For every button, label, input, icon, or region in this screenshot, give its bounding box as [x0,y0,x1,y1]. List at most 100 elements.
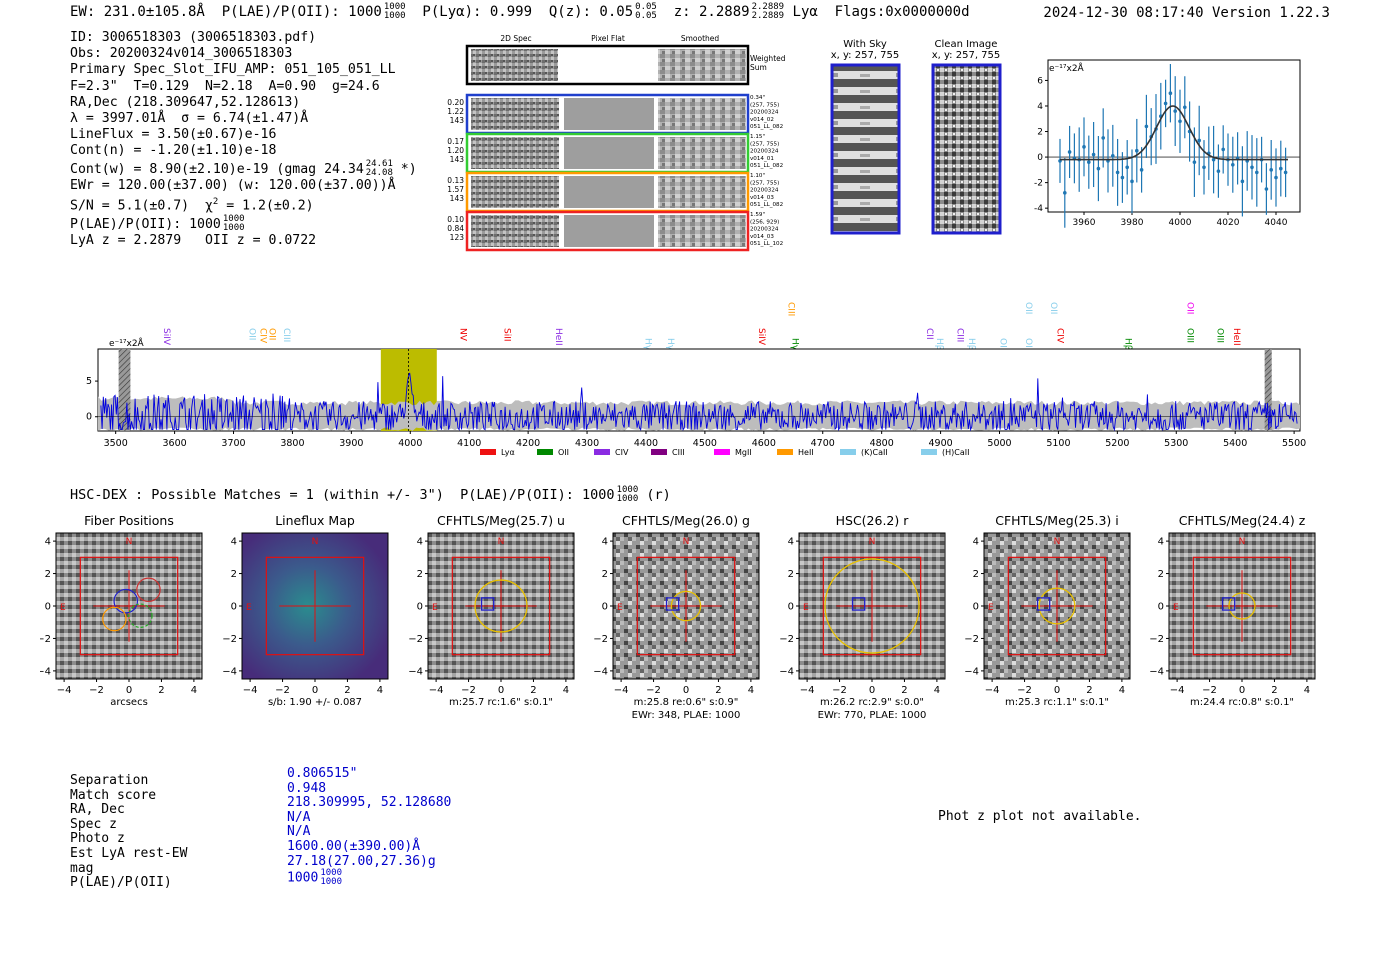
spectrum-xtick-label: 4900 [928,438,952,449]
emission-line-label: Hβ [934,338,944,351]
spectrum-xtick-label: 5200 [1105,438,1129,449]
hsc-xtick-label: 4 [191,685,197,696]
spectrum-xtick-label: 3900 [339,438,363,449]
hsc-xtick-label: −2 [1017,685,1032,696]
hsc-panel-5: CFHTLS/Meg(25.3) i N E −4 −4 −2 −2 0 0 2 2 4 4 m:25.3… [964,513,1131,708]
hsc-ytick-label: 4 [1158,537,1164,548]
emission-line-label: CIII [281,328,291,342]
north-label: N [312,537,319,547]
hsc-ytick-label: 4 [417,537,423,548]
match-value: 1000 1000 1000 [287,869,451,887]
cutout-right-value: 20200324 [750,188,779,194]
fit-xtick-label: 3960 [1073,218,1096,228]
fit-ytick-label: 0 [1037,153,1043,163]
spectrum-xtick-label: 3500 [104,438,128,449]
hsc-panel-2: CFHTLS/Meg(25.7) u N E −4 −4 −2 −2 0 0 2 2 4 4 m:25.7… [408,513,575,708]
spectrum-xtick-label: 4600 [752,438,776,449]
header-qz-frac: 0.05 0.05 [635,3,657,21]
fit-data-point [1221,147,1225,152]
hsc-xtick-label: −2 [646,685,661,696]
hsc-xtick-label: −4 [614,685,629,696]
legend-label: (K)CaII [861,448,888,457]
hsc-image-panels: Fiber Positions N E −4 −4 −2 −2 0 0 2 2 4 4 arcsecs Li… [40,513,1316,721]
line-fit-chart: e⁻¹⁷x2Å 3960 3980 4000 4020 4040 -4 -2 0 2 4 6 [1034,59,1301,228]
fit-error-bars [1058,64,1288,228]
cutout-pixel-flat [564,176,654,208]
info-plae-text: P(LAE)/P(OII): 1000 [70,216,221,232]
hsc-xtick-label: −2 [461,685,476,696]
hsc-xtick-label: 0 [498,685,504,696]
fit-data-point [1264,187,1269,191]
spectrum-ytick-label: 0 [86,412,92,423]
hsc-caption: s/b: 1.90 +/- 0.087 [268,697,362,708]
match-label: mag [70,860,94,876]
fit-data-point [1135,148,1139,153]
hsc-xtick-label: 2 [530,685,536,696]
fit-ytick-label: -4 [1034,204,1043,214]
fit-xtick-label: 4000 [1169,218,1192,228]
legend-swatch [840,449,856,455]
east-label: E [803,603,809,613]
emission-line-label: OII [246,328,256,340]
cutout-left-value: 1.20 [447,146,464,155]
east-label: E [60,603,66,613]
cutout-right-value: 20200324 [750,227,779,233]
east-label: E [617,603,623,613]
hsc-aperture-box [822,556,922,656]
header-date: 2024-12-30 08:17:40 [1043,5,1204,21]
info-contw-frac: 24.61 24.08 [365,158,393,178]
hsc-ytick-label: −2 [964,634,979,645]
emission-line-label: HeII [553,328,563,346]
fit-data-point [1240,179,1245,184]
hsc-aperture-box [1192,556,1292,656]
spectrum-axes: 3500 3600 3700 3800 3900 4000 4100 4200 4300 4400… [86,376,1306,449]
hsc-panel-title: Lineflux Map [275,513,355,528]
cutout-right-value: (257, 755) [750,102,779,108]
sky-clean-images: With Sky x, y: 257, 755 Clean Image x, y… [830,39,1002,235]
north-label: N [869,537,876,547]
emission-line-label: OIII [998,338,1008,353]
hsc-title-end: (r) [638,487,671,503]
fit-data-point [1202,165,1206,170]
emission-line-label: Hγ [665,338,675,351]
match-label: Match score [70,787,157,803]
with-sky-title: With Sky [843,39,887,50]
header-right: 2024-12-30 08:17:40 Version 1.22.3 [1043,5,1330,21]
weighted-smooth [658,49,746,81]
cutout-left-value: 1.22 [447,107,464,116]
hsc-ytick-label: 0 [602,602,608,613]
fit-data-point [1120,175,1125,180]
match-value: 0.806515" [287,766,451,782]
catalog-ring [1228,592,1256,620]
fit-plot-frame [1047,59,1301,213]
hsc-ytick-label: 0 [973,602,979,613]
cutout-right-value: 1.10" [750,173,765,179]
legend-swatch [594,449,610,455]
header-plae-frac: 1000 1000 [384,3,406,21]
col-smoothed: Smoothed [681,34,720,43]
fit-data-point [1125,165,1129,170]
hsc-panel-title: Fiber Positions [84,513,174,528]
spectrum-legend: Lyα OII CIV CIII MgII HeII (K)CaII (H)CaII [480,448,969,457]
hsc-xtick-label: −4 [243,685,258,696]
fit-ytick-label: -2 [1034,179,1043,189]
legend-swatch [777,449,793,455]
col-2d-spec: 2D Spec [500,34,531,43]
hsc-ytick-label: −2 [779,634,794,645]
legend-label: HeII [798,448,814,457]
hsc-ytick-label: −4 [779,666,794,677]
info-contw-hi: 24.61 [365,158,393,169]
hsc-ytick-label: 4 [973,537,979,548]
fit-data-point [1283,170,1288,175]
hsc-panel-title: CFHTLS/Meg(25.7) u [437,513,565,528]
hsc-ytick-label: −2 [1149,634,1164,645]
hsc-ytick-label: 0 [45,602,51,613]
hsc-panel-title: HSC(26.2) r [836,513,910,528]
info-lineflux: LineFlux = 3.50(±0.67)e-16 [70,127,277,143]
cutout-right-value: 1.15" [750,134,765,140]
match-label: Photo z [70,831,125,847]
header-plae-hi: 1000 [383,2,406,12]
